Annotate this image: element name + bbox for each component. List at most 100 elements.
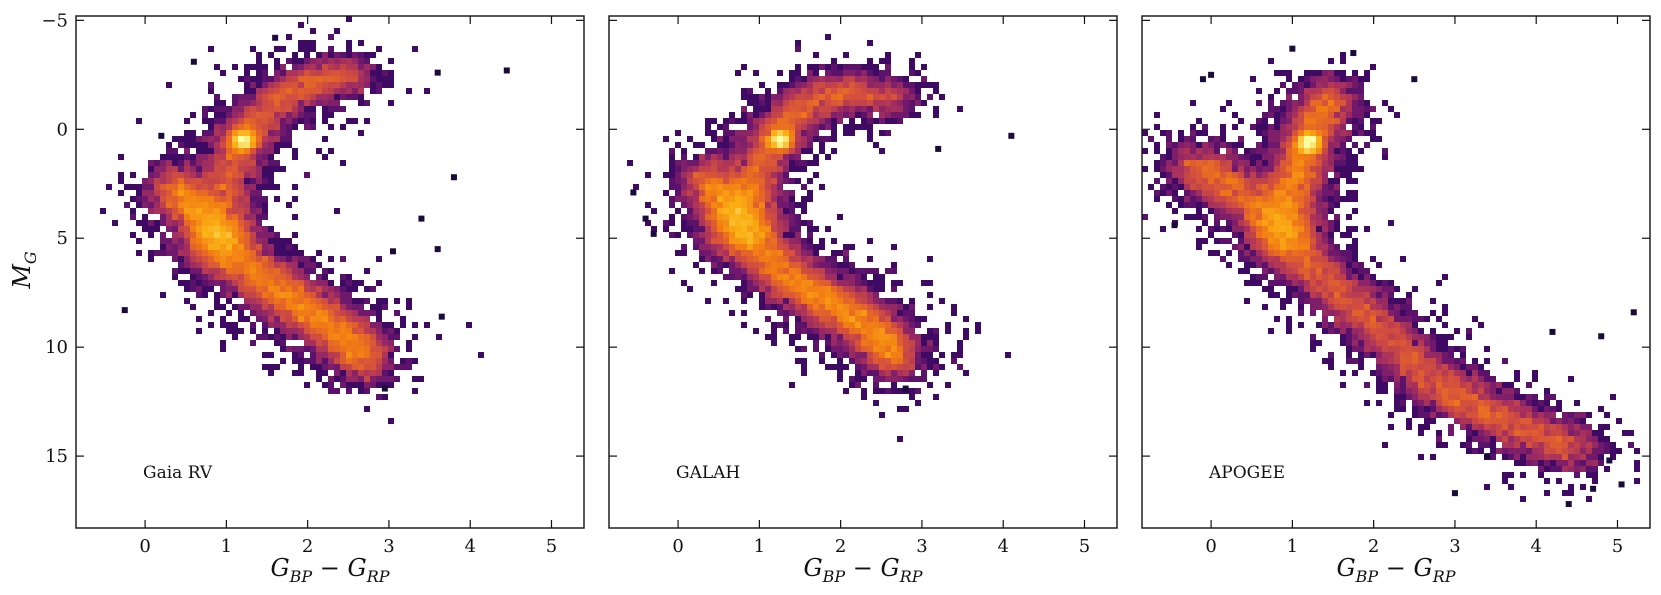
heatmap-cell xyxy=(795,334,801,340)
heatmap-cell xyxy=(1322,328,1328,334)
heatmap-cell xyxy=(370,382,376,388)
heatmap-cell xyxy=(819,244,825,250)
heatmap-cell xyxy=(376,256,382,262)
heatmap-cell xyxy=(879,334,885,340)
heatmap-cell xyxy=(801,160,807,166)
heatmap-cell xyxy=(771,178,777,184)
heatmap-cell xyxy=(148,226,154,232)
heatmap-cell xyxy=(382,340,388,346)
heatmap-cell xyxy=(340,358,346,364)
heatmap-cell xyxy=(1484,388,1490,394)
heatmap-cell xyxy=(795,166,801,172)
heatmap-cell xyxy=(843,244,849,250)
heatmap-cell xyxy=(699,202,705,208)
heatmap-cell xyxy=(891,340,897,346)
heatmap-cell xyxy=(867,64,873,70)
heatmap-cell xyxy=(388,76,394,82)
heatmap-cell xyxy=(1334,310,1340,316)
heatmap-cell xyxy=(705,148,711,154)
heatmap-cell xyxy=(747,166,753,172)
heatmap-cell xyxy=(1178,142,1184,148)
heatmap-cell xyxy=(1220,172,1226,178)
heatmap-cell xyxy=(322,310,328,316)
heatmap-cell xyxy=(1382,364,1388,370)
heatmap-cell xyxy=(669,178,675,184)
heatmap-cell xyxy=(1460,418,1466,424)
heatmap-cell xyxy=(1292,112,1298,118)
heatmap-cell xyxy=(286,94,292,100)
heatmap-cell xyxy=(358,328,364,334)
heatmap-cell xyxy=(789,160,795,166)
heatmap-cell xyxy=(825,118,831,124)
heatmap-cell xyxy=(388,382,394,388)
heatmap-cell xyxy=(220,346,226,352)
heatmap-cell xyxy=(1292,190,1298,196)
heatmap-cell xyxy=(1262,274,1268,280)
heatmap-cell xyxy=(388,82,394,88)
heatmap-cell xyxy=(897,370,903,376)
heatmap-cell xyxy=(783,106,789,112)
heatmap-cell xyxy=(759,154,765,160)
heatmap-cell xyxy=(1274,220,1280,226)
heatmap-cell xyxy=(226,130,232,136)
heatmap-cell xyxy=(214,214,220,220)
plot-frame xyxy=(1141,15,1651,529)
heatmap-cell xyxy=(1298,160,1304,166)
heatmap-cell xyxy=(1226,178,1232,184)
heatmap-cell xyxy=(346,52,352,58)
heatmap-cell xyxy=(789,124,795,130)
heatmap-cell xyxy=(741,262,747,268)
heatmap-cell xyxy=(256,298,262,304)
heatmap-cell xyxy=(1364,298,1370,304)
heatmap-cell xyxy=(729,310,735,316)
heatmap-cell xyxy=(244,112,250,118)
heatmap-cell xyxy=(717,214,723,220)
heatmap-cell xyxy=(1334,286,1340,292)
heatmap-cell xyxy=(1514,460,1520,466)
heatmap-cell xyxy=(819,286,825,292)
heatmap-cell xyxy=(244,88,250,94)
heatmap-cell xyxy=(873,376,879,382)
heatmap-cell xyxy=(711,208,717,214)
heatmap-cell xyxy=(693,232,699,238)
heatmap-cell xyxy=(1394,316,1400,322)
heatmap-cell xyxy=(310,310,316,316)
heatmap-cell xyxy=(1226,190,1232,196)
heatmap-cell xyxy=(723,160,729,166)
heatmap-cell xyxy=(717,160,723,166)
heatmap-cell xyxy=(1280,202,1286,208)
heatmap-cell xyxy=(154,184,160,190)
heatmap-cell xyxy=(1328,274,1334,280)
heatmap-cell xyxy=(1280,226,1286,232)
heatmap-cell xyxy=(292,358,298,364)
heatmap-cell xyxy=(957,340,963,346)
heatmap-cell xyxy=(1286,148,1292,154)
heatmap-cell xyxy=(1268,136,1274,142)
heatmap-cell xyxy=(238,232,244,238)
heatmap-cell xyxy=(711,262,717,268)
heatmap-cell xyxy=(795,82,801,88)
heatmap-cell xyxy=(891,316,897,322)
heatmap-cell xyxy=(747,286,753,292)
heatmap-cell xyxy=(142,190,148,196)
heatmap-cell xyxy=(1352,76,1358,82)
heatmap-cell xyxy=(867,304,873,310)
heatmap-cell xyxy=(328,322,334,328)
heatmap-cell xyxy=(1274,232,1280,238)
heatmap-cell xyxy=(1490,418,1496,424)
heatmap-cell xyxy=(1508,436,1514,442)
heatmap-cell xyxy=(1472,406,1478,412)
heatmap-cell xyxy=(741,112,747,118)
heatmap-cell xyxy=(789,196,795,202)
heatmap-cell xyxy=(322,70,328,76)
heatmap-cell xyxy=(921,316,927,322)
heatmap-cell xyxy=(1274,268,1280,274)
heatmap-cell xyxy=(328,106,334,112)
heatmap-cell xyxy=(789,208,795,214)
heatmap-cell xyxy=(843,124,849,130)
heatmap-cell xyxy=(837,262,843,268)
heatmap-cell xyxy=(873,70,879,76)
heatmap-cell xyxy=(897,94,903,100)
heatmap-cell xyxy=(711,256,717,262)
heatmap-cell xyxy=(807,148,813,154)
